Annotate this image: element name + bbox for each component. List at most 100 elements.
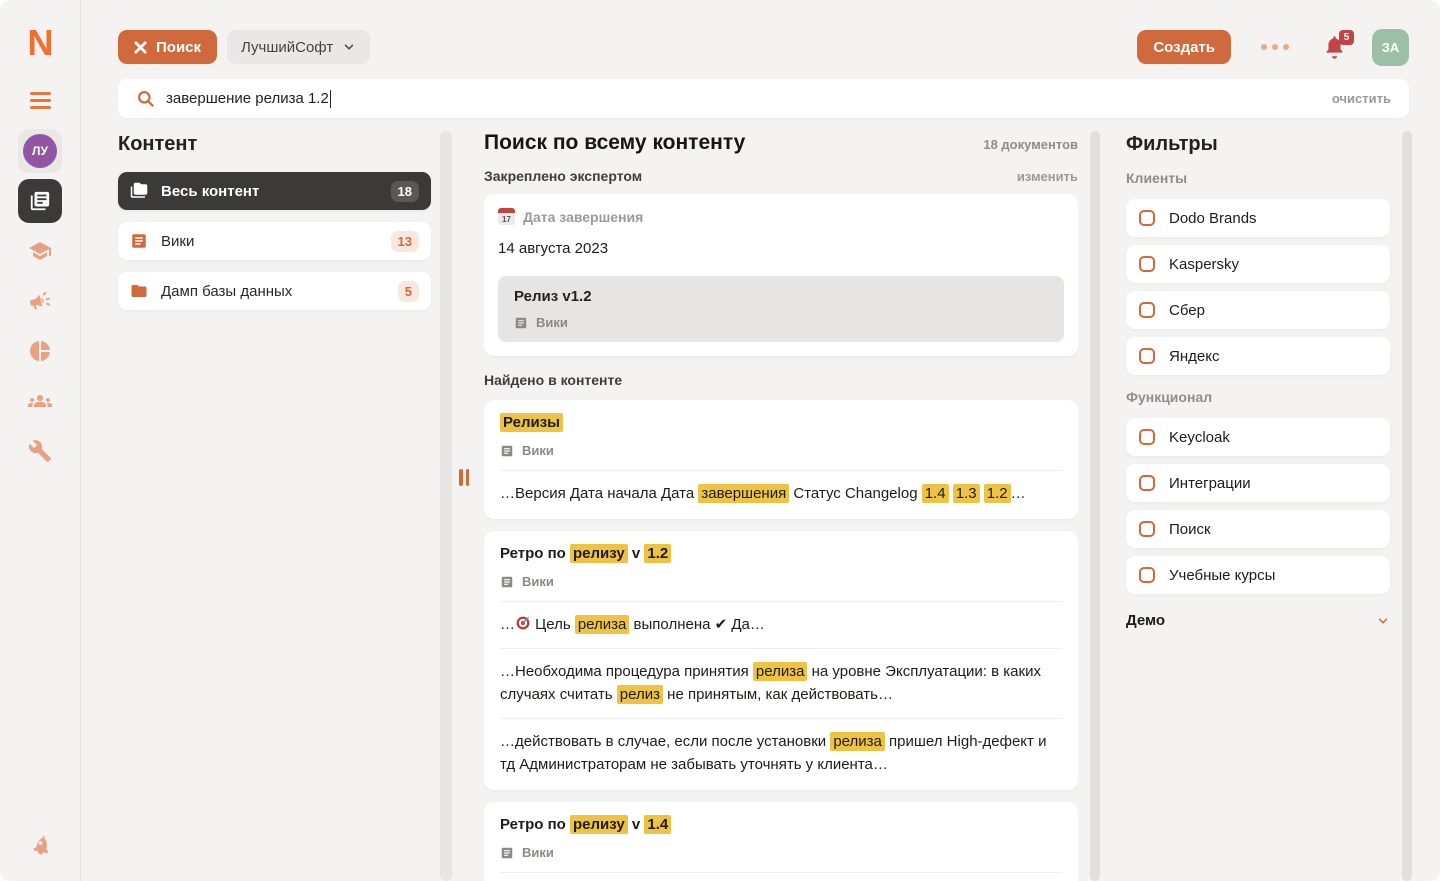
highlight: 1.2 <box>983 484 1011 503</box>
highlight: релиза <box>830 732 885 751</box>
rocket-icon <box>26 831 54 859</box>
count-badge: 13 <box>390 230 419 252</box>
rail-user-avatar[interactable]: ЛУ <box>18 129 62 173</box>
notifications-button[interactable]: 5 <box>1321 29 1354 61</box>
filter-option[interactable]: Учебные курсы <box>1126 556 1390 594</box>
panel-resize-handle[interactable] <box>459 469 469 486</box>
checkbox-unchecked-icon[interactable] <box>1139 521 1155 537</box>
pinned-card[interactable]: 17 Дата завершения 14 августа 2023 Релиз… <box>484 194 1078 356</box>
people-icon <box>28 389 52 413</box>
panel-splitter[interactable] <box>440 131 452 881</box>
user-avatar[interactable]: ЗА <box>1372 28 1409 66</box>
filter-option[interactable]: Dodo Brands <box>1126 199 1390 237</box>
highlight: 1.4 <box>921 484 949 503</box>
calendar-icon: 17 <box>498 208 515 225</box>
pinned-field-value: 14 августа 2023 <box>498 240 609 257</box>
highlight: Релизы <box>500 413 563 432</box>
search-result-card[interactable]: Релизы Вики …Версия Дата начала Дата завер… <box>484 400 1078 519</box>
divider <box>500 470 1062 471</box>
results-doc-count: 18 документов <box>983 137 1078 152</box>
rail-item-rocket[interactable] <box>18 823 62 867</box>
divider <box>500 718 1062 719</box>
pinned-doc-title: Релиз v1.2 <box>514 288 592 305</box>
count-badge: 18 <box>390 180 419 202</box>
more-menu-button[interactable] <box>1255 38 1295 56</box>
target-icon <box>515 615 531 631</box>
checkbox-unchecked-icon[interactable] <box>1139 210 1155 226</box>
search-bar[interactable]: завершение релиза 1.2 очистить <box>118 79 1409 118</box>
highlight: релиза <box>574 615 630 634</box>
filters-title: Фильтры <box>1126 133 1218 155</box>
content-item[interactable]: Дамп базы данных 5 <box>118 272 431 310</box>
content-columns: Контент Весь контент 18 Вики 13 Дамп базы да… <box>118 131 1412 881</box>
edit-pinned-link[interactable]: изменить <box>1016 169 1078 184</box>
filter-option[interactable]: Яндекс <box>1126 337 1390 375</box>
create-button[interactable]: Создать <box>1137 30 1231 64</box>
notification-badge: 5 <box>1339 29 1354 45</box>
pinned-doc-card[interactable]: Релиз v1.2 Вики <box>498 276 1064 342</box>
filter-option[interactable]: Kaspersky <box>1126 245 1390 283</box>
divider <box>500 872 1062 873</box>
filters-panel: Фильтры Клиенты Dodo Brands Kaspersky Сбер Я… <box>1126 131 1390 881</box>
search-input[interactable]: завершение релиза 1.2 <box>166 90 329 107</box>
menu-icon[interactable] <box>26 88 55 113</box>
filter-option-label: Яндекс <box>1169 347 1220 365</box>
rail-item-pie-chart[interactable] <box>18 329 62 373</box>
graduation-cap-icon <box>28 239 52 263</box>
workspace-selector[interactable]: ЛучшийСофт <box>227 30 371 64</box>
clear-search-button[interactable]: очистить <box>1331 91 1391 106</box>
folders-icon <box>130 182 148 200</box>
filter-option-label: Сбер <box>1169 301 1205 319</box>
rail-item-wrench[interactable] <box>18 429 62 473</box>
rail-item-library[interactable] <box>18 179 62 223</box>
search-result-card[interactable]: Ретро по релизу v 1.2 Вики … Цель релиза в… <box>484 531 1078 790</box>
content-item-label: Вики <box>161 232 195 250</box>
content-item-label: Дамп базы данных <box>161 282 293 300</box>
wrench-icon <box>28 439 52 463</box>
pinned-field-label: 17 Дата завершения <box>498 208 1064 225</box>
content-item-label: Весь контент <box>161 182 260 200</box>
filters-scrollbar[interactable] <box>1402 131 1412 881</box>
rail-item-graduation-cap[interactable] <box>18 229 62 273</box>
folder-icon <box>130 282 148 300</box>
search-toggle-button[interactable]: Поиск <box>118 30 218 64</box>
highlight: релиз <box>616 685 663 704</box>
highlight: 1.3 <box>952 484 980 503</box>
result-title: Релизы <box>500 412 1062 433</box>
filter-option[interactable]: Поиск <box>1126 510 1390 548</box>
filter-option-label: Dodo Brands <box>1169 209 1257 227</box>
checkbox-unchecked-icon[interactable] <box>1139 348 1155 364</box>
doc-type-icon <box>514 316 528 330</box>
close-icon <box>134 40 147 54</box>
filter-option[interactable]: Сбер <box>1126 291 1390 329</box>
filter-group-label: Клиенты <box>1126 170 1188 186</box>
result-doc-type: Вики <box>500 845 1062 860</box>
content-item[interactable]: Весь контент 18 <box>118 172 431 210</box>
content-panel-title: Контент <box>118 133 198 155</box>
result-title: Ретро по релизу v 1.2 <box>500 543 1062 564</box>
results-scrollbar[interactable] <box>1090 131 1100 881</box>
highlight: 1.2 <box>644 544 672 563</box>
filter-option[interactable]: Keycloak <box>1126 418 1390 456</box>
top-bar: Поиск ЛучшийСофт Создать 5 <box>118 28 1409 66</box>
checkbox-unchecked-icon[interactable] <box>1139 429 1155 445</box>
checkbox-unchecked-icon[interactable] <box>1139 256 1155 272</box>
rail-item-people[interactable] <box>18 379 62 423</box>
checkbox-unchecked-icon[interactable] <box>1139 302 1155 318</box>
rail-item-megaphone[interactable] <box>18 279 62 323</box>
filter-option-label: Учебные курсы <box>1169 566 1276 584</box>
highlight: завершения <box>698 484 790 503</box>
results-title: Поиск по всему контенту <box>484 131 746 154</box>
filter-group-demo[interactable]: Демо <box>1126 612 1390 629</box>
filter-option[interactable]: Интеграции <box>1126 464 1390 502</box>
filter-option-label: Kaspersky <box>1169 255 1240 273</box>
checkbox-unchecked-icon[interactable] <box>1139 567 1155 583</box>
avatar: ЛУ <box>23 134 57 168</box>
content-item[interactable]: Вики 13 <box>118 222 431 260</box>
result-snippet: …действовать в случае, если после устано… <box>500 732 1047 773</box>
checkbox-unchecked-icon[interactable] <box>1139 475 1155 491</box>
result-snippet: …Версия Дата начала Дата завершения Стат… <box>500 484 1026 503</box>
app-logo[interactable]: N <box>27 22 54 63</box>
divider <box>500 648 1062 649</box>
